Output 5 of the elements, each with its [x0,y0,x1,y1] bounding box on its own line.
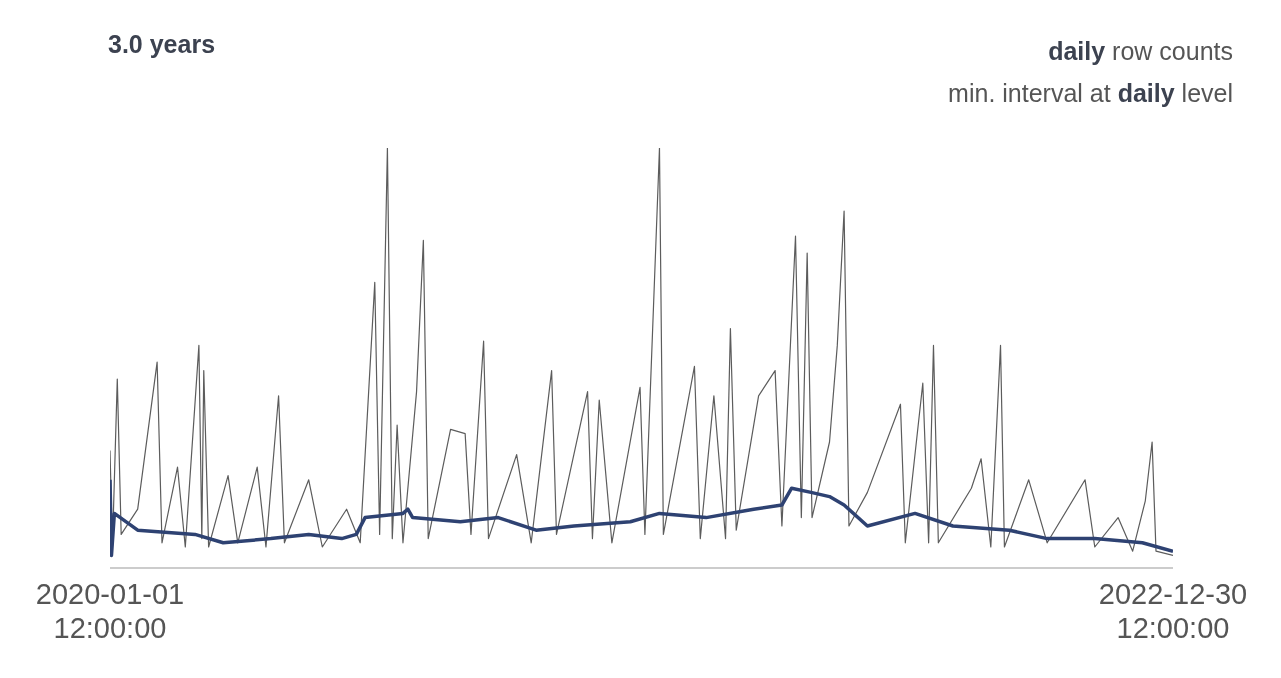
x-tick-label: 2022-12-30 12:00:00 [1098,578,1248,644]
chart-title: 3.0 years [108,30,216,59]
text: min. interval at daily level [948,78,1233,109]
x-tick-label: 2020-01-01 12:00:00 [35,578,185,644]
chart-subtitle: daily row counts [1047,36,1233,67]
